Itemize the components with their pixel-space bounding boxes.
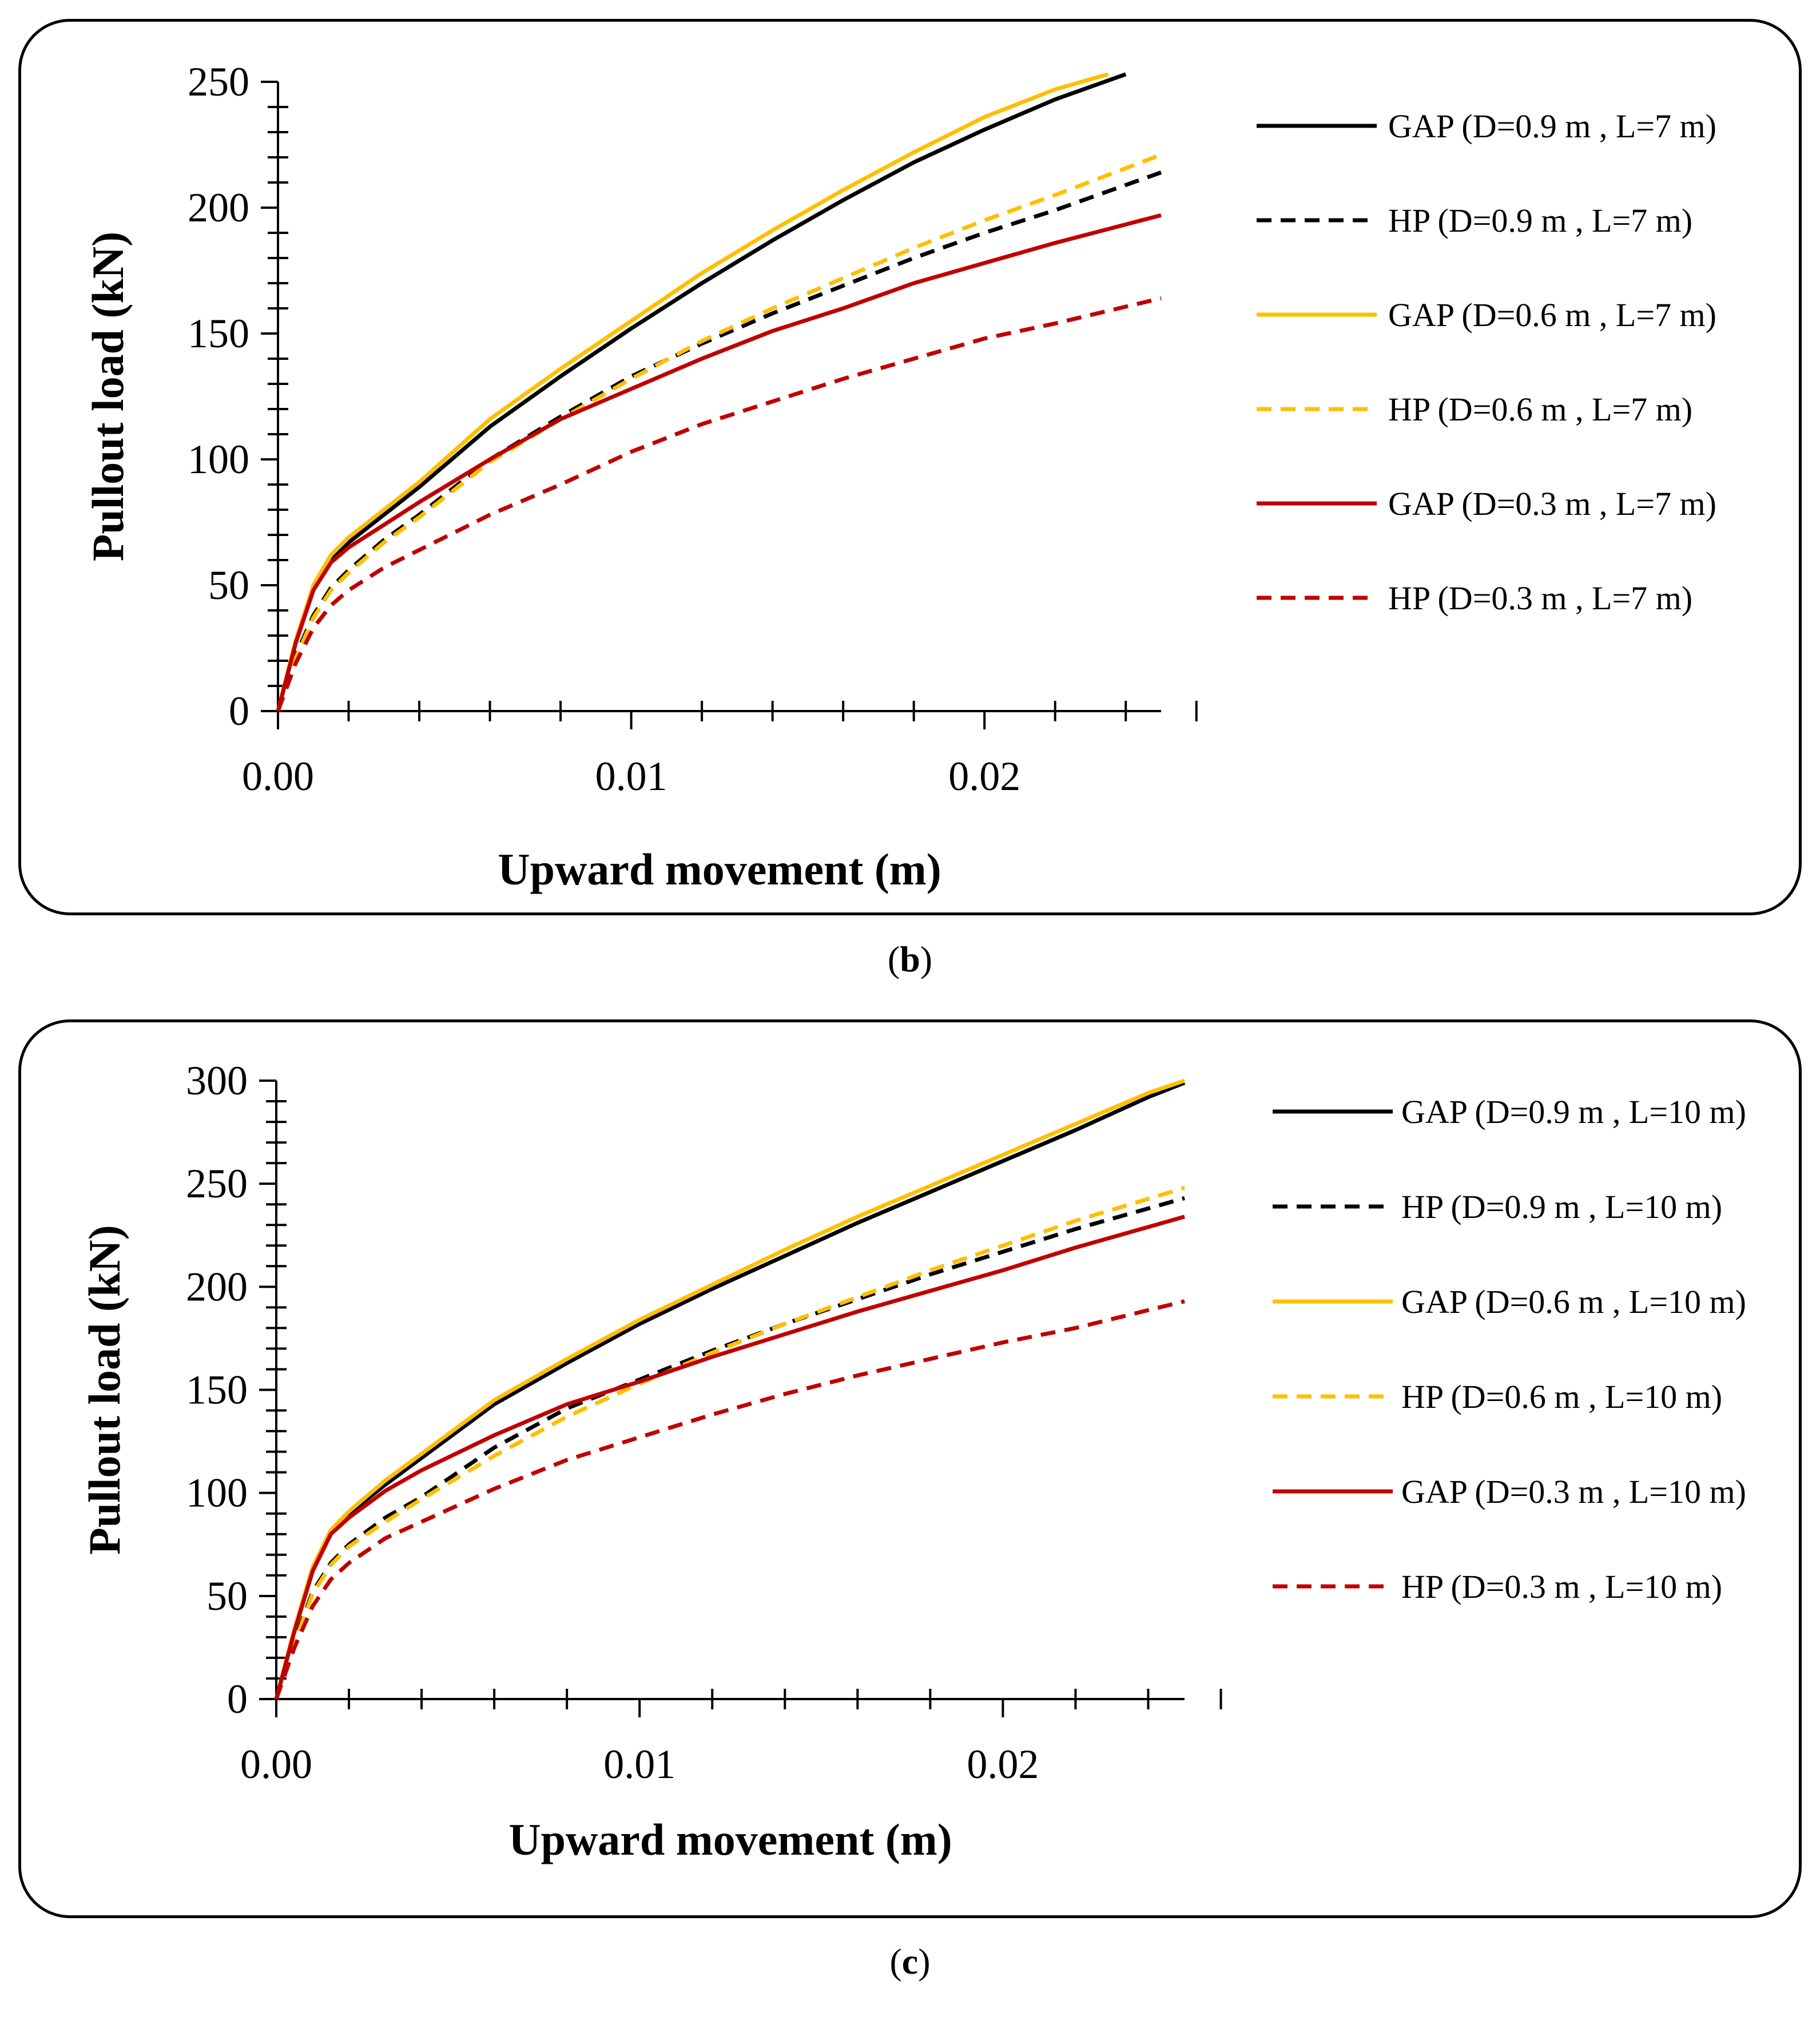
chart-b-legend-label-6: HP (D=0.3 m , L=7 m) xyxy=(1388,580,1692,617)
chart-c-series-line-5 xyxy=(274,1215,1185,1700)
chart-c-y-tick-label: 250 xyxy=(186,1161,248,1207)
chart-b-x-tick-label: 0.02 xyxy=(948,753,1020,799)
chart-c-series-line-1 xyxy=(274,1081,1186,1700)
chart-b-series-line-5 xyxy=(276,213,1162,712)
chart-b-x-axis-title: Upward movement (m) xyxy=(498,844,941,894)
chart-b-series-line-6 xyxy=(276,296,1162,712)
chart-b-y-axis-title: Pullout load (kN) xyxy=(83,232,133,561)
chart-c-legend-label-6: HP (D=0.3 m , L=10 m) xyxy=(1401,1568,1722,1605)
chart-b-legend-label-3: GAP (D=0.6 m , L=7 m) xyxy=(1388,296,1716,334)
caption-b-letter: b xyxy=(900,939,920,979)
chart-panel-b: 0 50 100 150 200 250 0.00 0.01 0.02 Upward moveme… xyxy=(18,19,1802,915)
chart-c-y-tick-label: 200 xyxy=(186,1264,248,1309)
chart-c-legend-label-4: HP (D=0.6 m , L=10 m) xyxy=(1401,1378,1722,1415)
chart-b-legend-label-1: GAP (D=0.9 m , L=7 m) xyxy=(1388,108,1716,145)
chart-b-y-tick-label: 0 xyxy=(229,688,249,734)
chart-c-y-tick-label: 150 xyxy=(186,1367,248,1413)
chart-c-series-line-2 xyxy=(274,1196,1185,1700)
chart-c: 0 50 100 150 200 250 300 0.00 0.01 0.02 Upward mov… xyxy=(80,1058,1746,1864)
chart-b-legend-label-4: HP (D=0.6 m , L=7 m) xyxy=(1388,391,1692,428)
chart-c-x-axis-title: Upward movement (m) xyxy=(508,1815,952,1864)
chart-b-series-line-4 xyxy=(276,153,1162,712)
chart-b-y-tick-label: 250 xyxy=(188,59,249,105)
chart-b-x-tick-label: 0.01 xyxy=(595,753,667,799)
chart-c-x-tick-label: 0.00 xyxy=(240,1741,312,1787)
chart-c-legend-label-1: GAP (D=0.9 m , L=10 m) xyxy=(1401,1093,1746,1130)
chart-b-legend-label-2: HP (D=0.9 m , L=7 m) xyxy=(1388,202,1692,239)
chart-c-series-line-4 xyxy=(274,1186,1186,1700)
chart-b-series-line-2 xyxy=(276,170,1162,712)
chart-c-series-line-6 xyxy=(274,1299,1185,1700)
chart-b-x-tick-label: 0.00 xyxy=(242,753,314,799)
chart-c-legend-label-2: HP (D=0.9 m , L=10 m) xyxy=(1401,1188,1722,1225)
chart-c-y-tick-label: 100 xyxy=(186,1470,248,1516)
chart-b-y-tick-label: 200 xyxy=(188,185,249,231)
chart-c-x-tick-label: 0.01 xyxy=(603,1741,675,1787)
chart-b-y-tick-label: 100 xyxy=(188,436,249,482)
chart-c-series-line-3 xyxy=(274,1078,1186,1700)
caption-b: (b) xyxy=(887,939,933,979)
chart-b-y-tick-label: 50 xyxy=(208,562,249,608)
chart-c-y-axis-title: Pullout load (kN) xyxy=(80,1225,129,1554)
chart-c-y-tick-label: 50 xyxy=(206,1573,248,1619)
chart-b-series-line-3 xyxy=(276,72,1109,712)
caption-c-letter: c xyxy=(901,1941,919,1982)
chart-b-legend-label-5: GAP (D=0.3 m , L=7 m) xyxy=(1388,485,1716,522)
chart-b-y-tick-label: 150 xyxy=(188,311,249,356)
chart-b-series-line-1 xyxy=(276,72,1127,712)
chart-c-legend-label-3: GAP (D=0.6 m , L=10 m) xyxy=(1401,1283,1746,1320)
chart-c-y-tick-label: 0 xyxy=(227,1676,248,1722)
chart-c-x-tick-label: 0.02 xyxy=(967,1741,1039,1787)
chart-c-y-tick-label: 300 xyxy=(186,1058,248,1104)
caption-c: (c) xyxy=(889,1941,931,1982)
chart-c-legend-label-5: GAP (D=0.3 m , L=10 m) xyxy=(1401,1473,1746,1510)
chart-panel-c: 0 50 100 150 200 250 300 0.00 0.01 0.02 Upward mov… xyxy=(18,1019,1802,1918)
